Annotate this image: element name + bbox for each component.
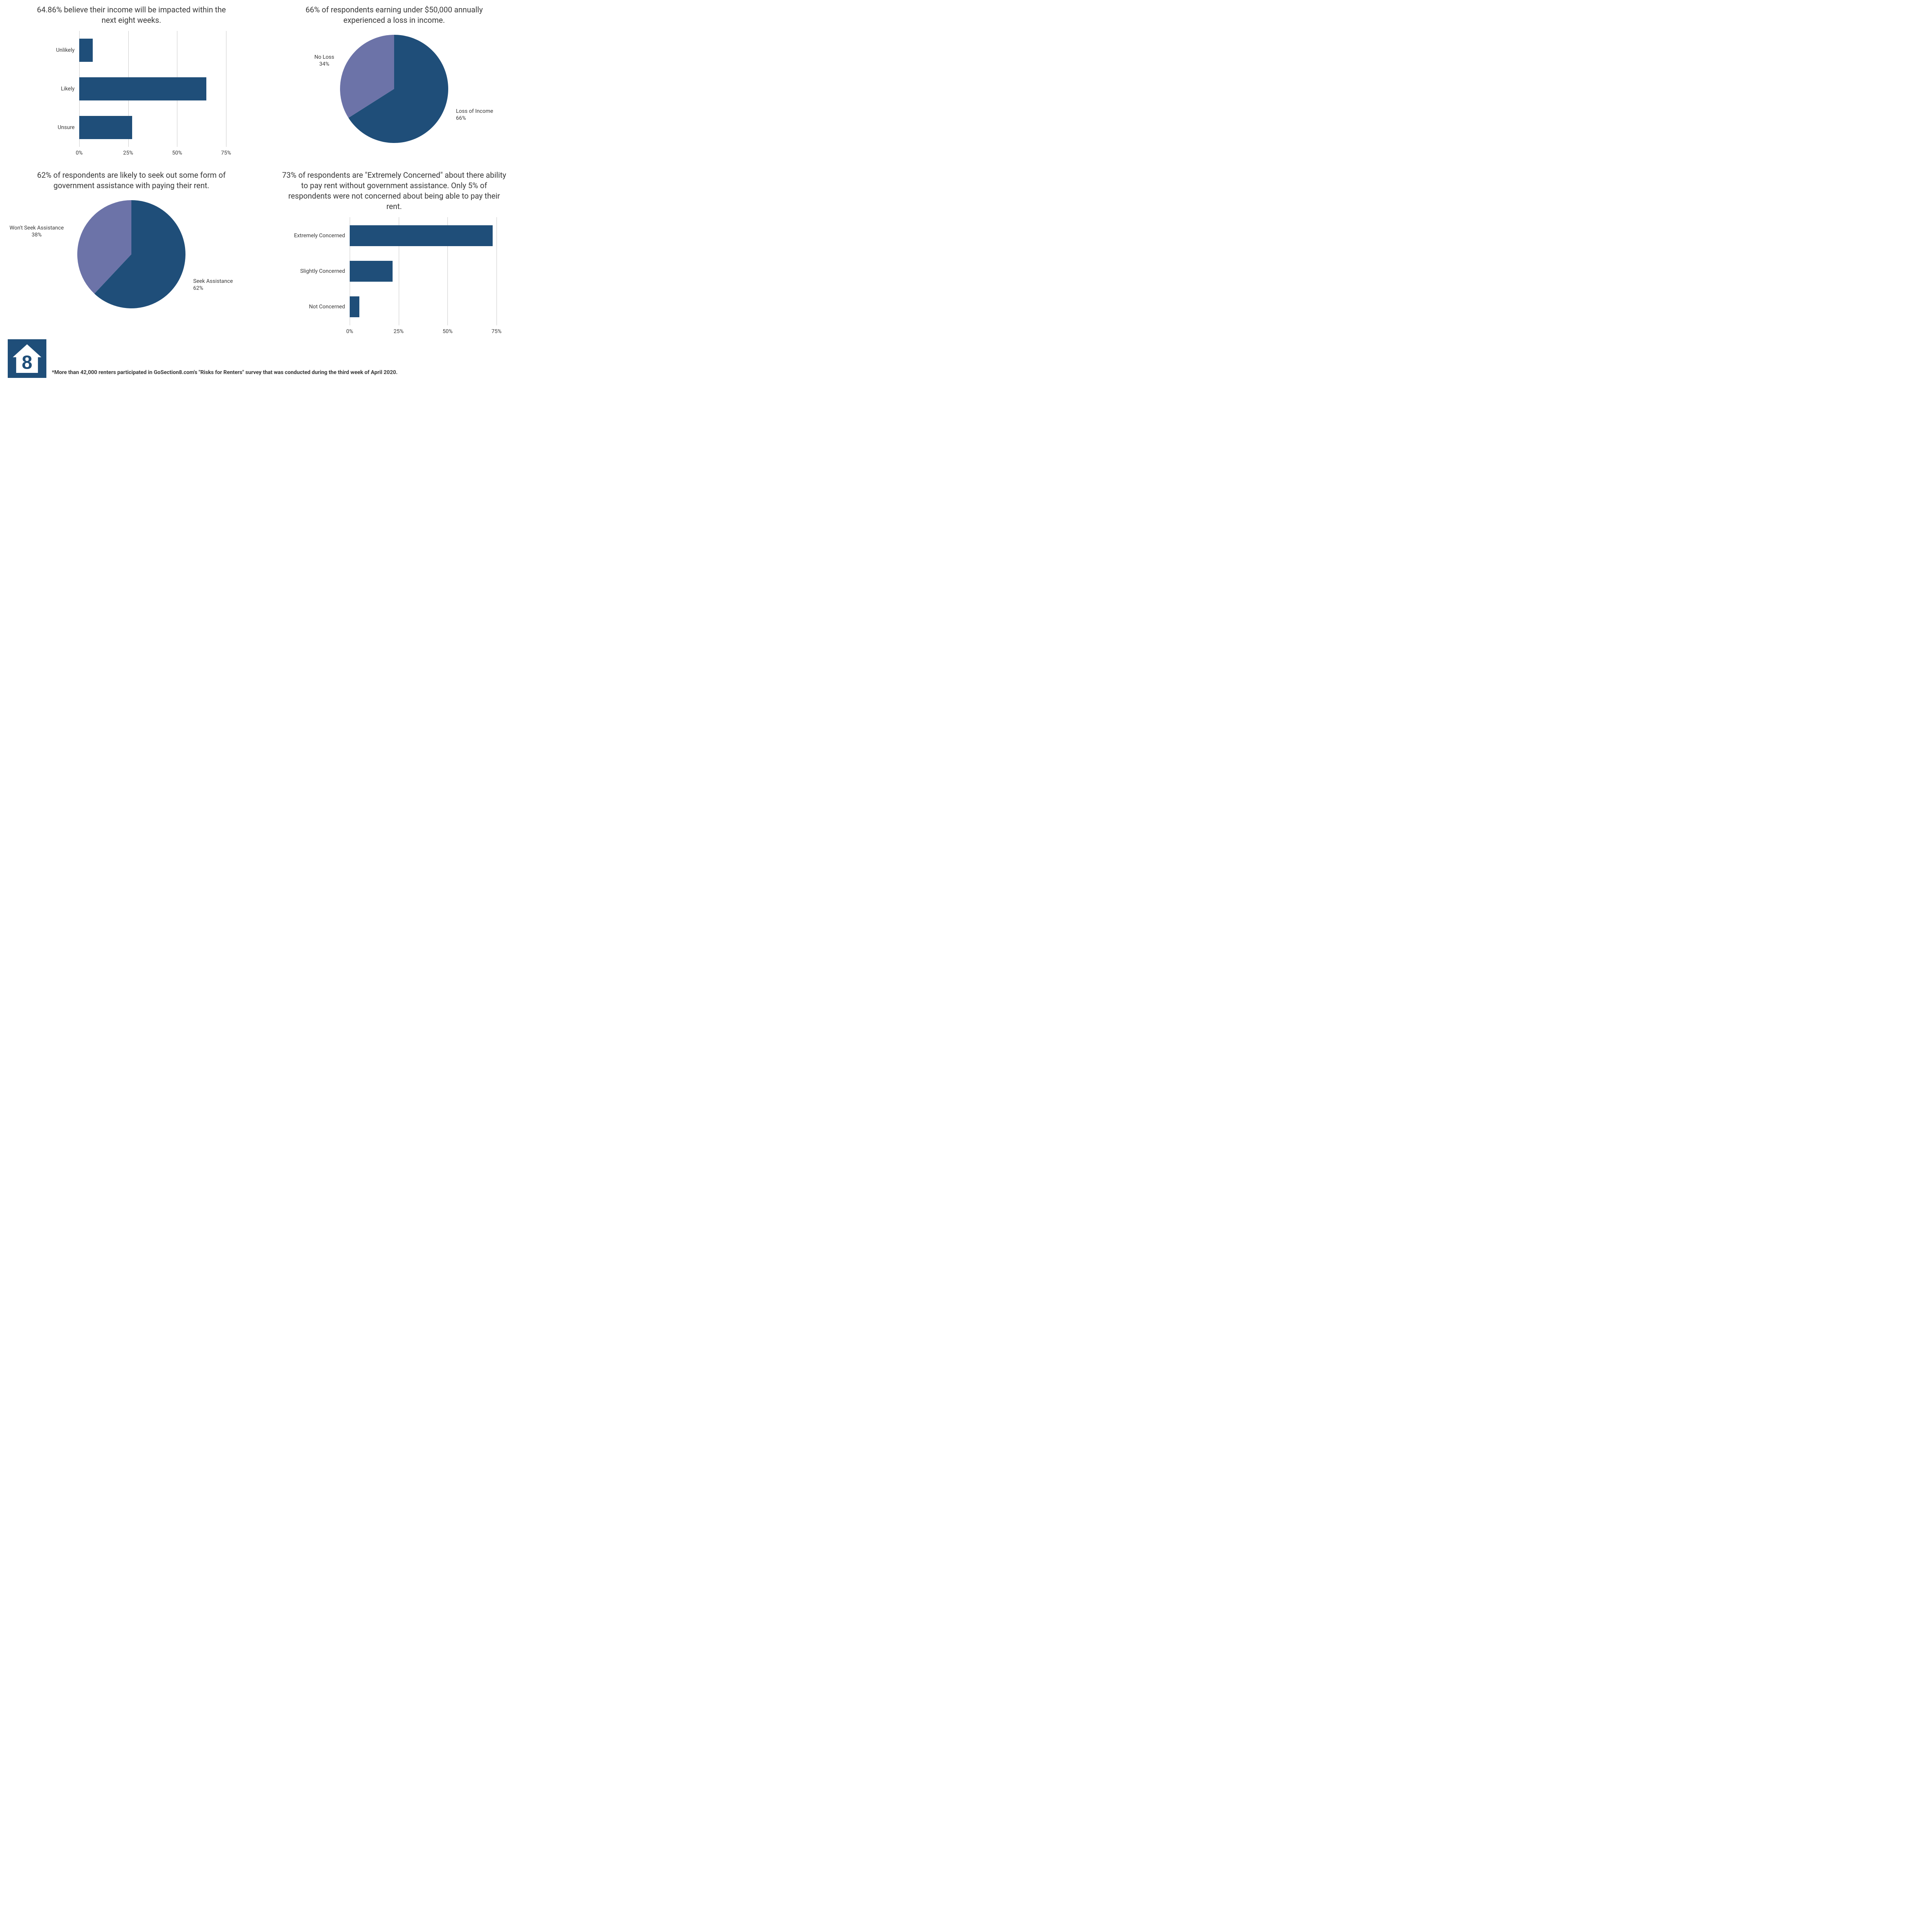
y-category-label: Not Concerned [288,304,345,310]
x-tick-label: 75% [492,328,502,335]
y-category-label: Unsure [33,124,75,131]
panel-top-right: 66% of respondents earning under $50,000… [270,5,518,158]
x-tick-label: 75% [221,150,231,156]
pie-slice-label: Seek Assistance62% [193,278,233,292]
bar [350,296,359,317]
pie-svg [270,31,518,155]
x-tick-label: 50% [442,328,452,335]
pie-chart-income-loss: Loss of Income66% No Loss34% [270,31,518,155]
pie-slice-label: Loss of Income66% [456,108,493,122]
bar [350,261,393,282]
bar [350,225,493,246]
bar [79,116,132,139]
panel-title: 73% of respondents are "Extremely Concer… [282,170,506,212]
x-tick-label: 0% [76,150,83,156]
x-tick-label: 0% [346,328,353,335]
y-category-label: Extremely Concerned [288,233,345,239]
panel-title: 66% of respondents earning under $50,000… [294,5,495,26]
pie-slice-label: Won't Seek Assistance38% [10,225,64,238]
x-tick-label: 25% [123,150,133,156]
bar [79,39,93,62]
pie-svg [8,196,255,320]
chart-grid: 64.86% believe their income will be impa… [8,5,487,337]
y-category-label: Slightly Concerned [288,268,345,274]
y-category-label: Likely [33,86,75,92]
panel-title: 64.86% believe their income will be impa… [31,5,232,26]
pie-slice-label: No Loss34% [315,54,334,68]
footer: 8 *More than 42,000 renters participated… [8,339,487,378]
panel-bottom-left: 62% of respondents are likely to seek ou… [8,170,255,337]
y-category-label: Unlikely [33,47,75,53]
panel-title: 62% of respondents are likely to seek ou… [23,170,240,191]
hbar-chart-concern-level: 0% 25% 50% 75% Extremely Concerned Slightly C… [270,217,518,337]
logo-gosection8: 8 [8,339,46,378]
x-tick-label: 50% [172,150,182,156]
panel-bottom-right: 73% of respondents are "Extremely Concer… [270,170,518,337]
logo-digit: 8 [22,352,32,373]
x-tick-label: 25% [394,328,404,335]
hbar-chart-income-impact: 0% 25% 50% 75% Unlikely Likely Unsure [8,31,255,158]
pie-chart-seek-assistance: Seek Assistance62% Won't Seek Assistance3… [8,196,255,320]
footnote-text: *More than 42,000 renters participated i… [52,369,398,378]
panel-top-left: 64.86% believe their income will be impa… [8,5,255,158]
bar [79,77,206,100]
